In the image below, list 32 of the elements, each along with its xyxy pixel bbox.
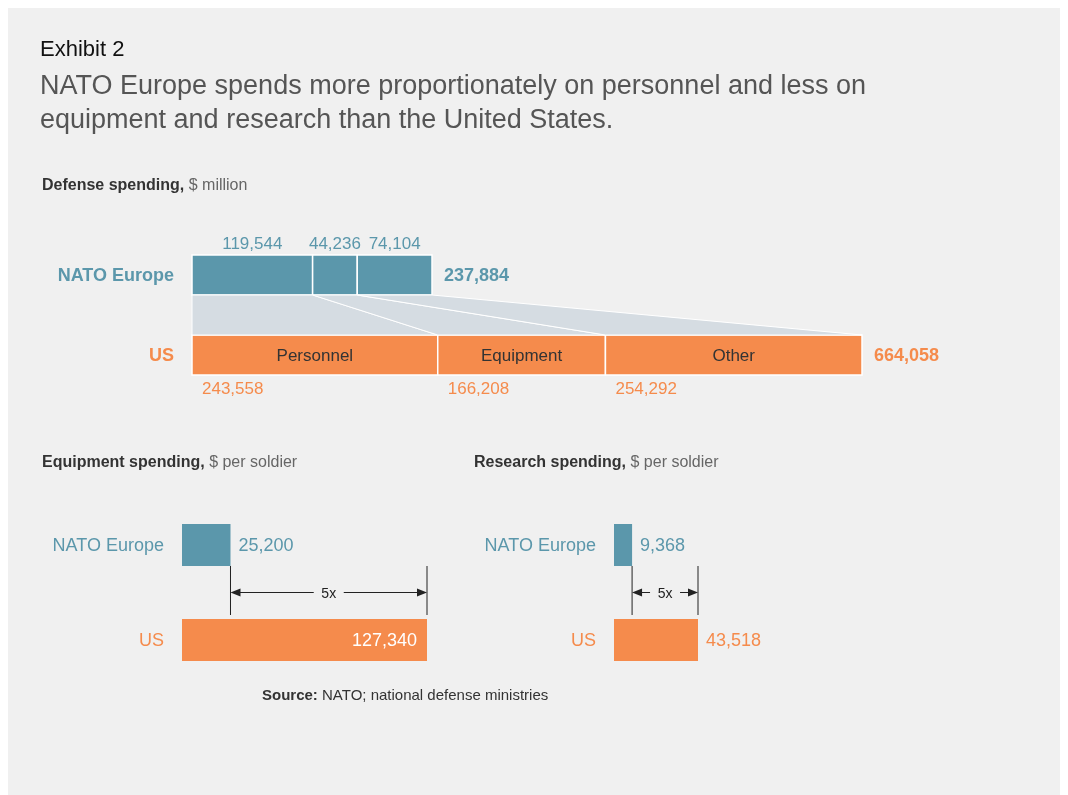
text: Exhibit 2 (40, 36, 125, 62)
data-label: 43,518 (706, 630, 762, 650)
series-label: Personnel (276, 346, 354, 365)
total-label: 237,884 (444, 265, 510, 285)
y-tick-label: NATO Europe (52, 534, 164, 555)
annotation: Source: NATO; national defense ministries (262, 686, 549, 703)
data-label: 44,236 (308, 234, 361, 253)
series-label: Other (712, 346, 756, 365)
y-tick-label: US (138, 629, 164, 650)
data-label: 254,292 (615, 379, 677, 398)
data-label: 25,200 (238, 535, 294, 555)
data-label: 243,558 (202, 379, 264, 398)
chart-subtitle: $ per soldier (629, 453, 719, 470)
y-tick-label: NATO Europe (484, 534, 596, 555)
data-label: 166,208 (447, 379, 510, 398)
data-label: 9,368 (640, 535, 686, 555)
annotation: 5x (657, 584, 673, 601)
annotation: 5x (321, 584, 337, 601)
chart-title: Equipment spending, (42, 453, 205, 470)
total-label: 664,058 (874, 345, 940, 365)
chart-title: Defense spending, (42, 176, 185, 193)
text: NATO Europe spends more proportionately on personnel and less on equipment and research than the United States. (40, 69, 867, 136)
y-tick-label: NATO Europe (57, 265, 174, 285)
chart-title: Research spending, (474, 453, 627, 470)
data-label: 74,104 (368, 234, 421, 253)
data-label: 119,544 (222, 234, 283, 253)
chart-subtitle: $ million (187, 176, 248, 193)
y-tick-label: US (148, 345, 174, 365)
y-tick-label: US (570, 629, 596, 650)
series-label: Equipment (480, 346, 563, 365)
chart-subtitle: $ per soldier (208, 453, 298, 470)
data-label: 127,340 (351, 630, 417, 650)
